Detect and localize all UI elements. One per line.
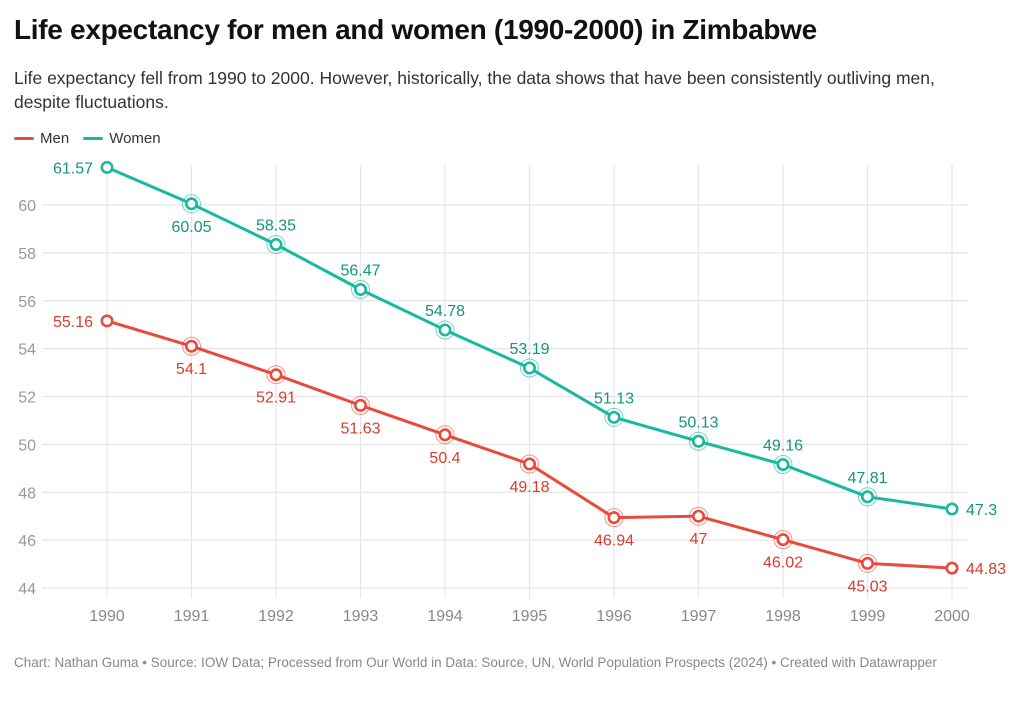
chart-title: Life expectancy for men and women (1990-… — [14, 14, 817, 45]
data-point — [691, 509, 705, 523]
legend-swatch-women — [83, 137, 104, 140]
data-label: 56.47 — [340, 262, 380, 279]
point-halo — [604, 407, 624, 427]
data-label: 47.3 — [966, 502, 997, 519]
data-point — [269, 368, 283, 382]
y-tick-label: 60 — [18, 198, 36, 215]
point-halo — [266, 365, 286, 385]
x-tick-label: 1995 — [512, 608, 548, 625]
data-label: 47 — [690, 531, 708, 548]
data-point — [522, 361, 536, 375]
data-label: 58.35 — [256, 217, 296, 234]
point-halo — [182, 336, 201, 356]
x-tick-label: 1991 — [174, 608, 210, 625]
data-label: 52.91 — [256, 390, 296, 407]
data-point — [185, 197, 199, 211]
data-point — [269, 237, 283, 251]
data-point — [522, 457, 536, 471]
point-halo — [182, 194, 201, 214]
legend-item-women: Women — [83, 130, 161, 147]
chart-footer: Chart: Nathan Guma • Source: IOW Data; P… — [14, 655, 937, 670]
series-women: 61.57 60.05 58.35 56.47 54.78 53.19 51.13 50.13… — [53, 160, 997, 519]
data-label: 50.13 — [678, 414, 718, 431]
point-halo — [773, 454, 793, 474]
data-label: 55.16 — [53, 314, 93, 331]
data-label: 46.94 — [594, 533, 634, 550]
data-point — [438, 323, 452, 337]
point-halo — [858, 487, 877, 507]
y-tick-label: 48 — [18, 485, 36, 502]
data-point — [860, 490, 874, 504]
grid — [42, 165, 968, 598]
data-point — [353, 398, 367, 412]
point-halo — [351, 395, 370, 415]
data-label: 51.63 — [340, 420, 380, 437]
data-label: 46.02 — [763, 555, 803, 572]
series-group: 55.16 54.1 52.91 51.63 50.4 49.18 46.94 47 46.02… — [53, 160, 1006, 595]
data-point — [607, 410, 621, 424]
series-men: 55.16 54.1 52.91 51.63 50.4 49.18 46.94 47 46.02… — [53, 314, 1006, 595]
y-tick-label: 50 — [18, 437, 36, 454]
point-halo — [773, 530, 793, 550]
x-tick-label: 1996 — [596, 608, 632, 625]
y-tick-label: 56 — [18, 294, 36, 311]
data-point — [945, 502, 959, 516]
legend-label-women: Women — [109, 130, 161, 147]
y-tick-label: 52 — [18, 390, 36, 407]
x-tick-label: 1990 — [89, 608, 125, 625]
data-label: 49.16 — [763, 437, 803, 454]
data-label: 49.18 — [509, 479, 549, 496]
point-halo — [689, 431, 708, 451]
data-label: 51.13 — [594, 390, 634, 407]
data-point — [860, 556, 874, 570]
x-tick-label: 1999 — [850, 608, 886, 625]
x-axis: 1990 1991 1992 1993 1994 1995 1996 1997 1998 1999… — [89, 608, 970, 625]
y-axis: 44 46 48 50 52 54 56 58 60 — [18, 198, 36, 598]
data-point — [100, 314, 114, 328]
data-label: 54.1 — [176, 361, 207, 378]
chart-subtitle: Life expectancy fell from 1990 to 2000. … — [14, 68, 935, 112]
data-point — [945, 561, 959, 575]
x-tick-label: 1992 — [258, 608, 294, 625]
point-halo — [689, 506, 708, 526]
point-halo — [435, 320, 455, 340]
y-tick-label: 44 — [18, 581, 36, 598]
point-halo — [520, 454, 539, 474]
legend-label-men: Men — [40, 130, 70, 147]
point-halo — [604, 508, 624, 528]
y-tick-label: 54 — [18, 342, 36, 359]
data-label: 53.19 — [509, 341, 549, 358]
y-tick-label: 46 — [18, 533, 36, 550]
legend-swatch-men — [14, 137, 34, 140]
data-point — [607, 511, 621, 525]
data-point — [438, 428, 452, 442]
data-label: 50.4 — [429, 450, 460, 467]
x-tick-label: 1993 — [343, 608, 379, 625]
data-label: 61.57 — [53, 160, 93, 177]
x-tick-label: 1997 — [681, 608, 717, 625]
point-halo — [266, 234, 286, 254]
x-tick-label: 1998 — [765, 608, 801, 625]
data-point — [691, 434, 705, 448]
data-point — [776, 457, 790, 471]
data-label: 54.78 — [425, 303, 465, 320]
data-point — [353, 282, 367, 296]
point-halo — [435, 425, 455, 445]
point-halo — [520, 358, 539, 378]
y-tick-label: 58 — [18, 246, 36, 263]
data-point — [776, 533, 790, 547]
data-label: 60.05 — [171, 219, 211, 236]
data-label: 45.03 — [847, 578, 887, 595]
data-label: 44.83 — [966, 561, 1006, 578]
data-label: 47.81 — [847, 470, 887, 487]
legend-item-men: Men — [14, 130, 69, 147]
data-point — [100, 160, 114, 174]
point-halo — [858, 553, 877, 573]
legend: Men Women — [14, 130, 161, 147]
x-tick-label: 2000 — [934, 608, 970, 625]
data-point — [185, 339, 199, 353]
point-halo — [351, 279, 370, 299]
x-tick-label: 1994 — [427, 608, 463, 625]
